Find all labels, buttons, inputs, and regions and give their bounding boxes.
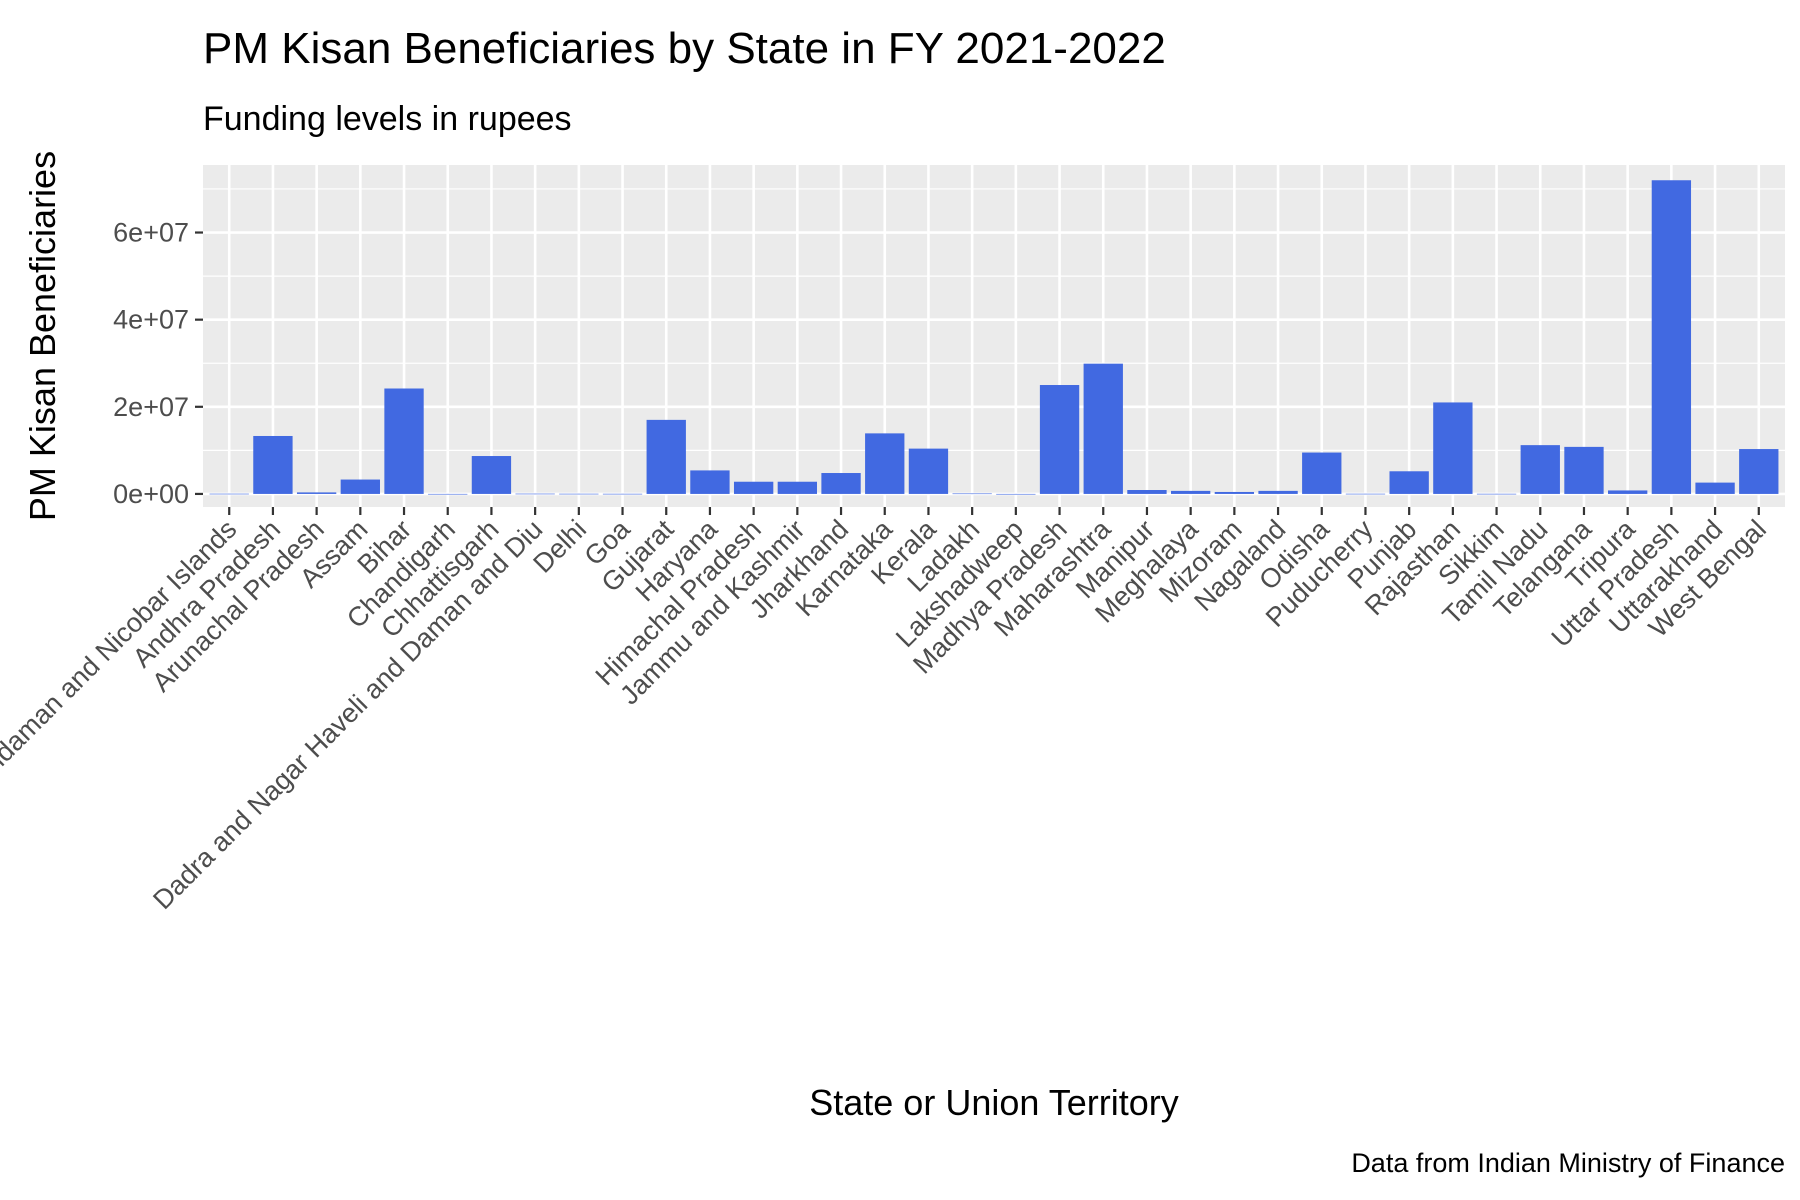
bar <box>1258 490 1298 494</box>
bar <box>952 493 992 495</box>
chart-title: PM Kisan Beneficiaries by State in FY 20… <box>203 24 1166 73</box>
chart-caption: Data from Indian Ministry of Finance <box>1351 1148 1785 1178</box>
y-axis-title: PM Kisan Beneficiaries <box>22 151 63 521</box>
bar <box>777 481 818 494</box>
bar <box>646 419 686 494</box>
bar <box>733 481 774 494</box>
bar <box>209 493 249 495</box>
bar <box>1302 452 1342 494</box>
bar <box>559 493 599 495</box>
bar <box>340 479 380 494</box>
bar <box>1739 449 1779 494</box>
bar <box>1389 471 1429 494</box>
y-axis: 0e+00 2e+07 4e+07 6e+07 <box>113 218 203 509</box>
y-tick-label: 2e+07 <box>113 392 189 422</box>
bar <box>1170 490 1211 494</box>
bar <box>602 493 643 495</box>
y-tick-label: 0e+00 <box>113 479 189 509</box>
bar <box>1345 493 1386 495</box>
bar <box>865 433 905 494</box>
bar <box>821 473 861 494</box>
y-tick-label: 6e+07 <box>113 218 189 248</box>
x-axis-title: State or Union Territory <box>809 1082 1179 1123</box>
bar <box>1214 491 1255 494</box>
chart-subtitle: Funding levels in rupees <box>203 100 572 138</box>
bar <box>690 470 730 494</box>
bar <box>1476 493 1517 495</box>
bar <box>1564 446 1604 494</box>
bar <box>1520 445 1560 494</box>
bar <box>384 388 424 494</box>
bar <box>428 493 468 495</box>
bar <box>1039 385 1080 494</box>
bars <box>209 180 1779 495</box>
bar <box>471 456 512 494</box>
bar <box>1083 363 1123 494</box>
bar <box>515 493 555 495</box>
bar <box>996 493 1036 495</box>
bar <box>1127 490 1167 494</box>
bar <box>1433 402 1473 494</box>
bar <box>253 435 293 494</box>
bar <box>1695 482 1735 494</box>
bar <box>908 448 949 494</box>
bar <box>1608 490 1648 494</box>
bar <box>296 492 337 494</box>
y-tick-label: 4e+07 <box>113 305 189 335</box>
bar <box>1651 180 1692 494</box>
